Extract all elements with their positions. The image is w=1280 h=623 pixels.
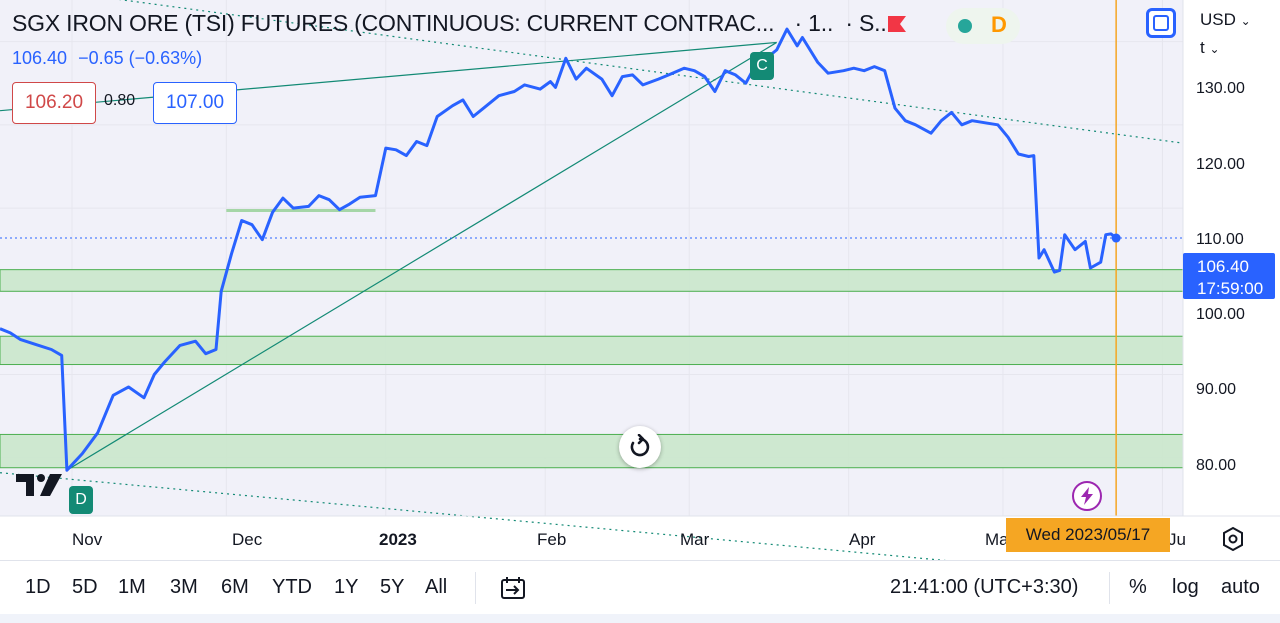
tradingview-logo[interactable] (16, 472, 64, 498)
unit-label: t (1200, 38, 1205, 57)
x-tick-label: Dec (232, 530, 263, 549)
market-open-dot (958, 19, 972, 33)
sell-button[interactable]: 106.20 (12, 82, 96, 124)
currency-selector[interactable]: USD ⌄ (1200, 10, 1251, 30)
delayed-data-badge[interactable]: D (991, 12, 1007, 37)
trend-lines[interactable] (0, 41, 777, 471)
settings-icon[interactable] (1220, 526, 1246, 552)
support-zone[interactable] (0, 433, 1184, 469)
auto-toggle[interactable]: auto (1221, 576, 1260, 598)
x-tick-label: Ju (1168, 530, 1186, 549)
y-tick-label: 90.00 (1196, 381, 1237, 398)
low-marker[interactable]: D (69, 486, 93, 514)
clock-timezone[interactable]: 21:41:00 (UTC+3:30) (890, 576, 1079, 598)
y-tick-label: 130.00 (1196, 80, 1245, 97)
lightning-icon[interactable] (1072, 481, 1102, 511)
timeframe-1m[interactable]: 1M (118, 576, 146, 598)
x-tick-label: Ma (985, 530, 1009, 549)
high-marker[interactable]: C (750, 52, 774, 80)
last-price-tag: 106.40 17:59:00 (1183, 253, 1275, 299)
price-chart[interactable] (0, 0, 1280, 560)
y-tick-label: 120.00 (1196, 156, 1245, 173)
trend-line (66, 41, 777, 471)
chevron-down-icon: ⌄ (1209, 42, 1220, 56)
timeframe-ytd[interactable]: YTD (272, 576, 312, 598)
x-tick-label: 2023 (379, 530, 417, 549)
timeframe-3m[interactable]: 3M (170, 576, 198, 598)
y-tick-label: 80.00 (1196, 457, 1237, 474)
log-toggle[interactable]: log (1172, 576, 1199, 598)
x-tick-label: Feb (537, 530, 567, 549)
timeframe-5y[interactable]: 5Y (380, 576, 405, 598)
date-range-icon[interactable] (500, 576, 526, 600)
timeframe-6m[interactable]: 6M (221, 576, 249, 598)
channel-line (118, 0, 1184, 144)
timeframe-1d[interactable]: 1D (25, 576, 51, 598)
timeframe-all[interactable]: All (425, 576, 448, 598)
last-price-tag-value: 106.40 (1197, 257, 1249, 276)
channel-line (0, 472, 947, 560)
fullscreen-icon[interactable] (1146, 8, 1176, 38)
support-zone[interactable] (0, 335, 1184, 366)
y-tick-label: 100.00 (1196, 306, 1245, 323)
bottom-edge (0, 614, 1280, 623)
exchange-label[interactable]: · S... (845, 10, 893, 36)
toolbar-divider (475, 572, 476, 604)
timeframe-1y[interactable]: 1Y (334, 576, 359, 598)
spread-value: 0.80 (104, 92, 136, 109)
price-series-line[interactable] (0, 27, 1118, 472)
percent-toggle[interactable]: % (1129, 576, 1147, 598)
bar-countdown: 17:59:00 (1197, 279, 1264, 298)
unit-selector[interactable]: t ⌄ (1200, 38, 1220, 58)
last-price: 106.40 (12, 48, 68, 68)
currency-label: USD (1200, 10, 1236, 29)
x-tick-label: Nov (72, 530, 103, 549)
price-change-line: 106.40 −0.65 (−0.63%) (12, 48, 202, 69)
x-tick-label: Apr (849, 530, 876, 549)
symbol-title[interactable]: SGX IRON ORE (TSI) FUTURES (CONTINUOUS: … (12, 10, 893, 37)
last-price-dot (1111, 233, 1121, 243)
y-tick-label: 110.00 (1196, 231, 1244, 248)
symbol-name[interactable]: SGX IRON ORE (TSI) FUTURES (CONTINUOUS: … (12, 10, 775, 36)
x-tick-label: Mar (680, 530, 710, 549)
support-zone[interactable] (0, 269, 1184, 292)
timeframe-5d[interactable]: 5D (72, 576, 98, 598)
reset-icon[interactable] (619, 426, 661, 468)
price-change: −0.65 (−0.63%) (78, 48, 203, 68)
bottom-toolbar (0, 560, 1280, 615)
crosshair-date-label: Wed 2023/05/17 (1006, 518, 1170, 552)
flag-icon[interactable] (886, 14, 908, 36)
trend-line (0, 41, 777, 112)
toolbar-divider (1109, 572, 1110, 604)
interval-label[interactable]: · 1.. (794, 10, 834, 36)
chevron-down-icon: ⌄ (1240, 14, 1251, 28)
channel-lines[interactable] (0, 0, 1184, 560)
buy-button[interactable]: 107.00 (153, 82, 237, 124)
